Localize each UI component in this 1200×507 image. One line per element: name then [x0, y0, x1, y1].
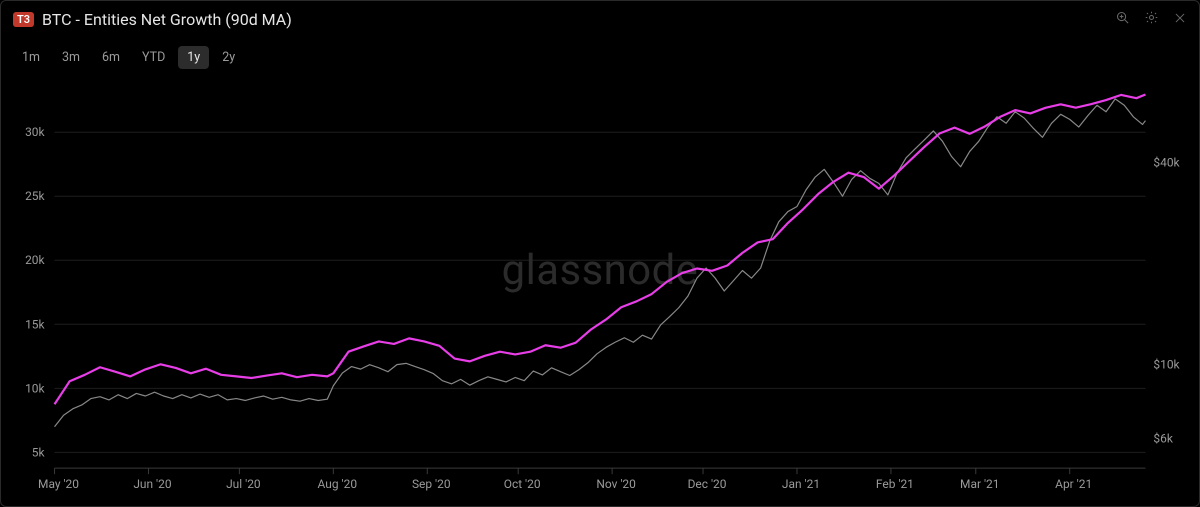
plot-area: 5k 10k 15k 20k 25k 30k $6k $10k $40k glassnode May… — [1, 73, 1199, 506]
range-button-1m[interactable]: 1m — [13, 46, 49, 69]
x-tick-label: Jan '21 — [782, 477, 820, 491]
y-right-tick-label: $10k — [1153, 357, 1180, 371]
y-left-tick-label: 10k — [25, 381, 45, 395]
y-right-tick-label: $6k — [1153, 432, 1173, 446]
y-left-tick-label: 25k — [25, 189, 45, 203]
y-left-tick-label: 5k — [32, 445, 46, 459]
x-tick-label: Sep '20 — [412, 477, 451, 491]
y-right-tick-label: $40k — [1153, 155, 1180, 169]
x-tick-label: Feb '21 — [876, 477, 914, 491]
x-tick-label: Nov '20 — [596, 477, 636, 491]
x-tick-label: Oct '20 — [504, 477, 541, 491]
header-icons — [1115, 10, 1187, 29]
y-left-tick-label: 15k — [25, 317, 45, 331]
x-tick-label: Dec '20 — [688, 477, 727, 491]
zoom-in-icon[interactable] — [1115, 10, 1130, 29]
range-selector: 1m3m6mYTD1y2y — [1, 37, 1199, 73]
range-button-6m[interactable]: 6m — [93, 46, 129, 69]
range-button-2y[interactable]: 2y — [213, 46, 244, 69]
y-left-tick-label: 20k — [25, 253, 45, 267]
chart-svg[interactable]: 5k 10k 15k 20k 25k 30k $6k $10k $40k glassnode May… — [1, 73, 1199, 506]
chart-title: BTC - Entities Net Growth (90d MA) — [42, 10, 292, 29]
y-left-tick-label: 30k — [25, 125, 45, 139]
range-button-3m[interactable]: 3m — [53, 46, 89, 69]
x-tick-label: May '20 — [38, 477, 79, 491]
x-tick-label: Apr '21 — [1055, 477, 1092, 491]
watermark: glassnode — [502, 246, 699, 295]
range-button-1y[interactable]: 1y — [178, 46, 209, 69]
x-tick-label: Mar '21 — [960, 477, 999, 491]
chart-header: T3 BTC - Entities Net Growth (90d MA) — [1, 1, 1199, 37]
gear-icon[interactable] — [1144, 10, 1159, 29]
x-tick-label: Aug '20 — [318, 477, 358, 491]
range-button-ytd[interactable]: YTD — [133, 46, 174, 69]
chart-frame: T3 BTC - Entities Net Growth (90d MA) — [0, 0, 1200, 507]
tier-badge: T3 — [13, 12, 34, 27]
x-tick-label: Jul '20 — [226, 477, 261, 491]
close-icon[interactable] — [1173, 10, 1187, 29]
x-tick-label: Jun '20 — [133, 477, 172, 491]
